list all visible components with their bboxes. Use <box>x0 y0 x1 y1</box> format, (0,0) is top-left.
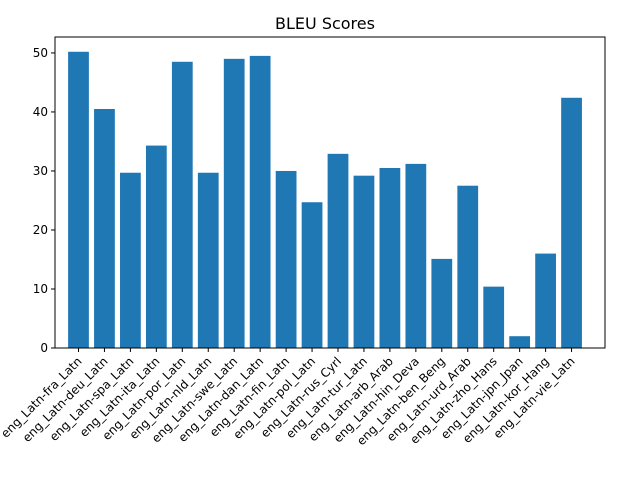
bar <box>483 286 505 348</box>
y-tick-label: 10 <box>33 282 48 296</box>
bar <box>457 185 479 348</box>
bar <box>353 175 375 348</box>
bar <box>535 253 556 348</box>
bar <box>301 202 323 348</box>
bar <box>145 145 167 348</box>
y-tick-label: 50 <box>33 46 48 60</box>
bar <box>68 51 89 348</box>
bar <box>509 336 531 348</box>
y-axis: 0 10 20 30 40 50 <box>33 46 55 355</box>
bar <box>561 97 582 348</box>
bar <box>275 170 297 348</box>
bar <box>197 172 219 348</box>
x-axis: eng_Latn-fra_Latneng_Latn-deu_Latneng_La… <box>0 348 578 448</box>
bar <box>223 58 245 349</box>
bar <box>379 168 401 348</box>
chart-title: BLEU Scores <box>275 14 375 33</box>
y-tick-label: 0 <box>40 341 48 355</box>
bar <box>327 153 349 348</box>
bar <box>120 172 141 348</box>
bar <box>431 258 453 348</box>
bar <box>249 55 271 349</box>
bar <box>171 61 193 348</box>
bar <box>405 163 427 348</box>
bars <box>68 51 582 349</box>
plot-frame <box>54 36 606 349</box>
y-tick-label: 20 <box>33 223 48 237</box>
y-tick-label: 30 <box>33 164 48 178</box>
bar <box>94 108 115 348</box>
y-tick-label: 40 <box>33 105 48 119</box>
